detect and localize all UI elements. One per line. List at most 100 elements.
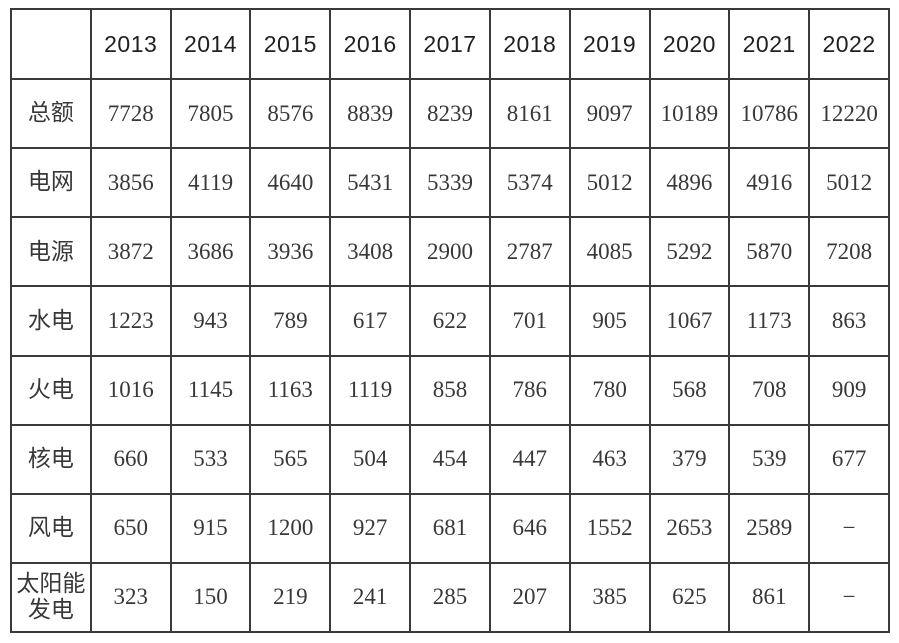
table-body: 总额 7728 7805 8576 8839 8239 8161 9097 10189 10786…	[10, 77, 890, 634]
corner-cell	[10, 8, 92, 80]
table-row: 火电 1016 1145 1163 1119 858 786 780 568 708 909	[10, 354, 890, 426]
value-cell: 1552	[568, 492, 651, 564]
value-cell: 701	[488, 285, 571, 357]
value-cell: 4896	[648, 147, 731, 219]
value-cell: 786	[488, 354, 571, 426]
value-cell: 1200	[249, 492, 332, 564]
value-cell: 565	[249, 423, 332, 495]
value-cell: 2787	[488, 216, 571, 288]
value-cell: 454	[409, 423, 491, 495]
value-cell: 650	[89, 492, 172, 564]
value-cell: 5012	[808, 147, 890, 219]
row-label: 核电	[10, 423, 92, 495]
value-cell: 533	[169, 423, 252, 495]
year-header: 2021	[728, 8, 811, 80]
value-cell: 3686	[169, 216, 252, 288]
year-header: 2013	[89, 8, 172, 80]
year-header: 2018	[488, 8, 571, 80]
row-label: 电网	[10, 147, 92, 219]
value-cell: 463	[568, 423, 651, 495]
value-cell: 4640	[249, 147, 332, 219]
table-row: 太阳能发电 323 150 219 241 285 207 385 625 861−	[10, 561, 890, 634]
table-header: 2013 2014 2015 2016 2017 2018 2019 2020 2021 2022	[10, 8, 890, 80]
value-cell: 708	[728, 354, 811, 426]
value-cell: 219	[249, 561, 332, 634]
value-cell: 677	[808, 423, 890, 495]
year-header: 2015	[249, 8, 332, 80]
investment-table: 2013 2014 2015 2016 2017 2018 2019 2020 2021 2022…	[10, 8, 890, 634]
year-header: 2020	[648, 8, 731, 80]
value-cell: 504	[329, 423, 412, 495]
value-cell: 863	[808, 285, 890, 357]
value-cell: 3936	[249, 216, 332, 288]
table-row: 核电 660 533 565 504 454 447 463 379 539 677	[10, 423, 890, 495]
year-header: 2014	[169, 8, 252, 80]
value-cell: 379	[648, 423, 731, 495]
table-row: 电网 3856 4119 4640 5431 5339 5374 5012 4896 4916 50…	[10, 147, 890, 219]
value-cell: 10189	[648, 77, 731, 150]
value-cell: 625	[648, 561, 731, 634]
value-cell: 5870	[728, 216, 811, 288]
value-cell: 4119	[169, 147, 252, 219]
value-cell: 943	[169, 285, 252, 357]
value-cell: 617	[329, 285, 412, 357]
row-label: 太阳能发电	[10, 561, 92, 634]
value-cell: 780	[568, 354, 651, 426]
value-cell: 8839	[329, 77, 412, 150]
header-row: 2013 2014 2015 2016 2017 2018 2019 2020 2021 2022	[10, 8, 890, 80]
row-label: 电源	[10, 216, 92, 288]
value-cell: 905	[568, 285, 651, 357]
value-cell: 681	[409, 492, 491, 564]
value-cell: 447	[488, 423, 571, 495]
row-label: 水电	[10, 285, 92, 357]
value-cell: 2589	[728, 492, 811, 564]
value-cell: 539	[728, 423, 811, 495]
value-cell: 7805	[169, 77, 252, 150]
value-cell: 8576	[249, 77, 332, 150]
value-cell: 927	[329, 492, 412, 564]
value-cell: −	[808, 561, 890, 634]
value-cell: 385	[568, 561, 651, 634]
value-cell: 2653	[648, 492, 731, 564]
value-cell: 207	[488, 561, 571, 634]
value-cell: 789	[249, 285, 332, 357]
year-header: 2016	[329, 8, 412, 80]
table-row: 电源 3872 3686 3936 3408 2900 2787 4085 5292 5870 72…	[10, 216, 890, 288]
value-cell: 568	[648, 354, 731, 426]
value-cell: 12220	[808, 77, 890, 150]
year-header: 2019	[568, 8, 651, 80]
row-label: 总额	[10, 77, 92, 150]
value-cell: 909	[808, 354, 890, 426]
value-cell: 915	[169, 492, 252, 564]
value-cell: 5292	[648, 216, 731, 288]
value-cell: 5374	[488, 147, 571, 219]
value-cell: 3872	[89, 216, 172, 288]
row-label: 风电	[10, 492, 92, 564]
value-cell: 858	[409, 354, 491, 426]
value-cell: 1173	[728, 285, 811, 357]
year-header: 2022	[808, 8, 890, 80]
row-label: 火电	[10, 354, 92, 426]
value-cell: 1163	[249, 354, 332, 426]
table-row: 水电 1223 943 789 617 622 701 905 1067 1173 863	[10, 285, 890, 357]
value-cell: 4085	[568, 216, 651, 288]
value-cell: 3408	[329, 216, 412, 288]
value-cell: 861	[728, 561, 811, 634]
value-cell: 3856	[89, 147, 172, 219]
value-cell: 646	[488, 492, 571, 564]
value-cell: 2900	[409, 216, 491, 288]
value-cell: 7208	[808, 216, 890, 288]
value-cell: 7728	[89, 77, 172, 150]
value-cell: 4916	[728, 147, 811, 219]
value-cell: 1119	[329, 354, 412, 426]
value-cell: 150	[169, 561, 252, 634]
value-cell: 10786	[728, 77, 811, 150]
value-cell: 8161	[488, 77, 571, 150]
value-cell: 1067	[648, 285, 731, 357]
table-row: 总额 7728 7805 8576 8839 8239 8161 9097 10189 10786…	[10, 77, 890, 150]
value-cell: −	[808, 492, 890, 564]
value-cell: 1223	[89, 285, 172, 357]
value-cell: 5431	[329, 147, 412, 219]
table-row: 风电 650 915 1200 927 681 646 1552 2653 2589−	[10, 492, 890, 564]
